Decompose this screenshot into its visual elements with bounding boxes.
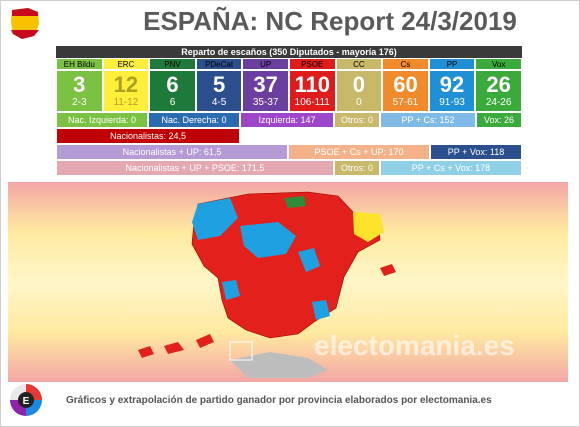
block-otros: Otros: 0 xyxy=(334,112,380,128)
ceuta-melilla-area xyxy=(230,352,328,378)
block-nac-izquierda: Nac. Izquierda: 0 xyxy=(56,112,148,128)
block-nac-derecha: Nac. Derecha: 0 xyxy=(148,112,240,128)
galicia-pp xyxy=(192,198,238,240)
party-name-pdecat: PDeCat xyxy=(195,58,243,70)
party-name-cs: Cs xyxy=(382,58,429,70)
soria-pp xyxy=(298,248,320,272)
party-seats-vox: 26 24-26 xyxy=(475,70,522,112)
block-psoe-cs-up: PSOE + Cs + UP: 170 xyxy=(288,144,430,160)
party-seats-eh-bildu: 3 2-3 xyxy=(56,70,103,112)
seat-count: 110 xyxy=(294,72,331,97)
party-name-pp: PP xyxy=(428,58,476,70)
canarias-3 xyxy=(196,334,214,348)
almeria-pp xyxy=(312,300,330,320)
party-name-erc: ERC xyxy=(102,58,150,70)
seat-range: 2-3 xyxy=(72,97,87,108)
block-nacionalistas: Nacionalistas: 24,5 xyxy=(56,128,240,144)
baleares xyxy=(380,264,396,276)
seat-range: 0 xyxy=(356,97,362,108)
block-pp-vox: PP + Vox: 118 xyxy=(430,144,522,160)
seat-range: 6 xyxy=(169,97,176,108)
seat-range: 35-37 xyxy=(252,97,279,108)
spain-flag-icon xyxy=(11,8,39,39)
seat-count: 3 xyxy=(73,72,86,97)
party-name-eh-bildu: EH Bildu xyxy=(56,58,103,70)
seat-range: 24-26 xyxy=(485,97,512,108)
ceuta-box xyxy=(229,341,253,361)
block-nac-up-psoe: Nacionalistas + UP + PSOE: 171,5 xyxy=(56,160,334,176)
seat-count: 12 xyxy=(113,72,139,97)
block-nac-up: Nacionalistas + UP: 61,5 xyxy=(56,144,288,160)
cataluna-erc xyxy=(353,212,384,242)
seat-range: 4-5 xyxy=(211,97,227,108)
badajoz-pp xyxy=(222,280,240,300)
spain-results-map xyxy=(8,182,568,382)
seat-count: 26 xyxy=(486,72,511,97)
party-seats-up: 37 35-37 xyxy=(242,70,289,112)
party-name-psoe: PSOE xyxy=(288,58,336,70)
seat-range: 106-111 xyxy=(294,97,330,108)
electomania-logo: E xyxy=(10,384,42,416)
seat-range: 11-12 xyxy=(113,97,139,108)
footer-credit: Gráficos y extrapolación de partido gana… xyxy=(66,395,492,406)
party-seats-pp: 92 91-93 xyxy=(428,70,476,112)
party-name-pnv: PNV xyxy=(149,58,196,70)
logo-letter: E xyxy=(23,396,30,407)
party-seats-pdecat: 5 4-5 xyxy=(195,70,243,112)
party-seats-erc: 12 11-12 xyxy=(102,70,150,112)
pais-vasco-pnv xyxy=(284,196,306,208)
block-pp-cs: PP + Cs: 152 xyxy=(380,112,476,128)
blocks-row-4: Nacionalistas + UP + PSOE: 171,5 Otros: … xyxy=(56,160,522,176)
watermark: electomania.es xyxy=(314,330,515,361)
mainland-psoe xyxy=(191,191,381,339)
seat-range: 57-61 xyxy=(392,97,419,108)
party-name-up: UP xyxy=(242,58,289,70)
blocks-row-2: Nacionalistas: 24,5 xyxy=(56,128,522,144)
party-seats-cs: 60 57-61 xyxy=(382,70,429,112)
page-title: ESPAÑA: NC Report 24/3/2019 xyxy=(143,6,517,36)
party-name-cc: CC xyxy=(335,58,383,70)
canarias-2 xyxy=(164,342,184,354)
seat-count: 37 xyxy=(253,72,278,97)
seats-table: Reparto de escaños (350 Diputados - mayo… xyxy=(56,46,522,176)
blocks-row-3: Nacionalistas + UP: 61,5 PSOE + Cs + UP:… xyxy=(56,144,522,160)
castilla-pp xyxy=(240,222,296,258)
block-izquierda: Izquierda: 147 xyxy=(240,112,334,128)
block-pp-cs-vox: PP + Cs + Vox: 178 xyxy=(380,160,522,176)
party-name-vox: Vox xyxy=(475,58,522,70)
seat-count: 6 xyxy=(166,72,179,97)
seat-count: 60 xyxy=(393,72,418,97)
seat-count: 0 xyxy=(352,72,365,97)
party-seats-psoe: 110 106-111 xyxy=(288,70,336,112)
party-names-row: EH Bildu ERC PNV PDeCat UP PSOE CC Cs PP Vox xyxy=(56,58,522,70)
block-otros-2: Otros: 0 xyxy=(334,160,380,176)
table-header: Reparto de escaños (350 Diputados - mayo… xyxy=(56,46,522,58)
blocks-row-1: Nac. Izquierda: 0 Nac. Derecha: 0 Izquie… xyxy=(56,112,522,128)
seat-range: 91-93 xyxy=(439,97,465,108)
block-vox: Vox: 26 xyxy=(476,112,522,128)
seat-count: 5 xyxy=(212,72,226,97)
seat-count: 92 xyxy=(439,72,465,97)
canarias-1 xyxy=(138,346,154,358)
party-seats-row: 3 2-3 12 11-12 6 6 5 4-5 37 35-37 110 106-111 0 0 60 57… xyxy=(56,70,522,112)
